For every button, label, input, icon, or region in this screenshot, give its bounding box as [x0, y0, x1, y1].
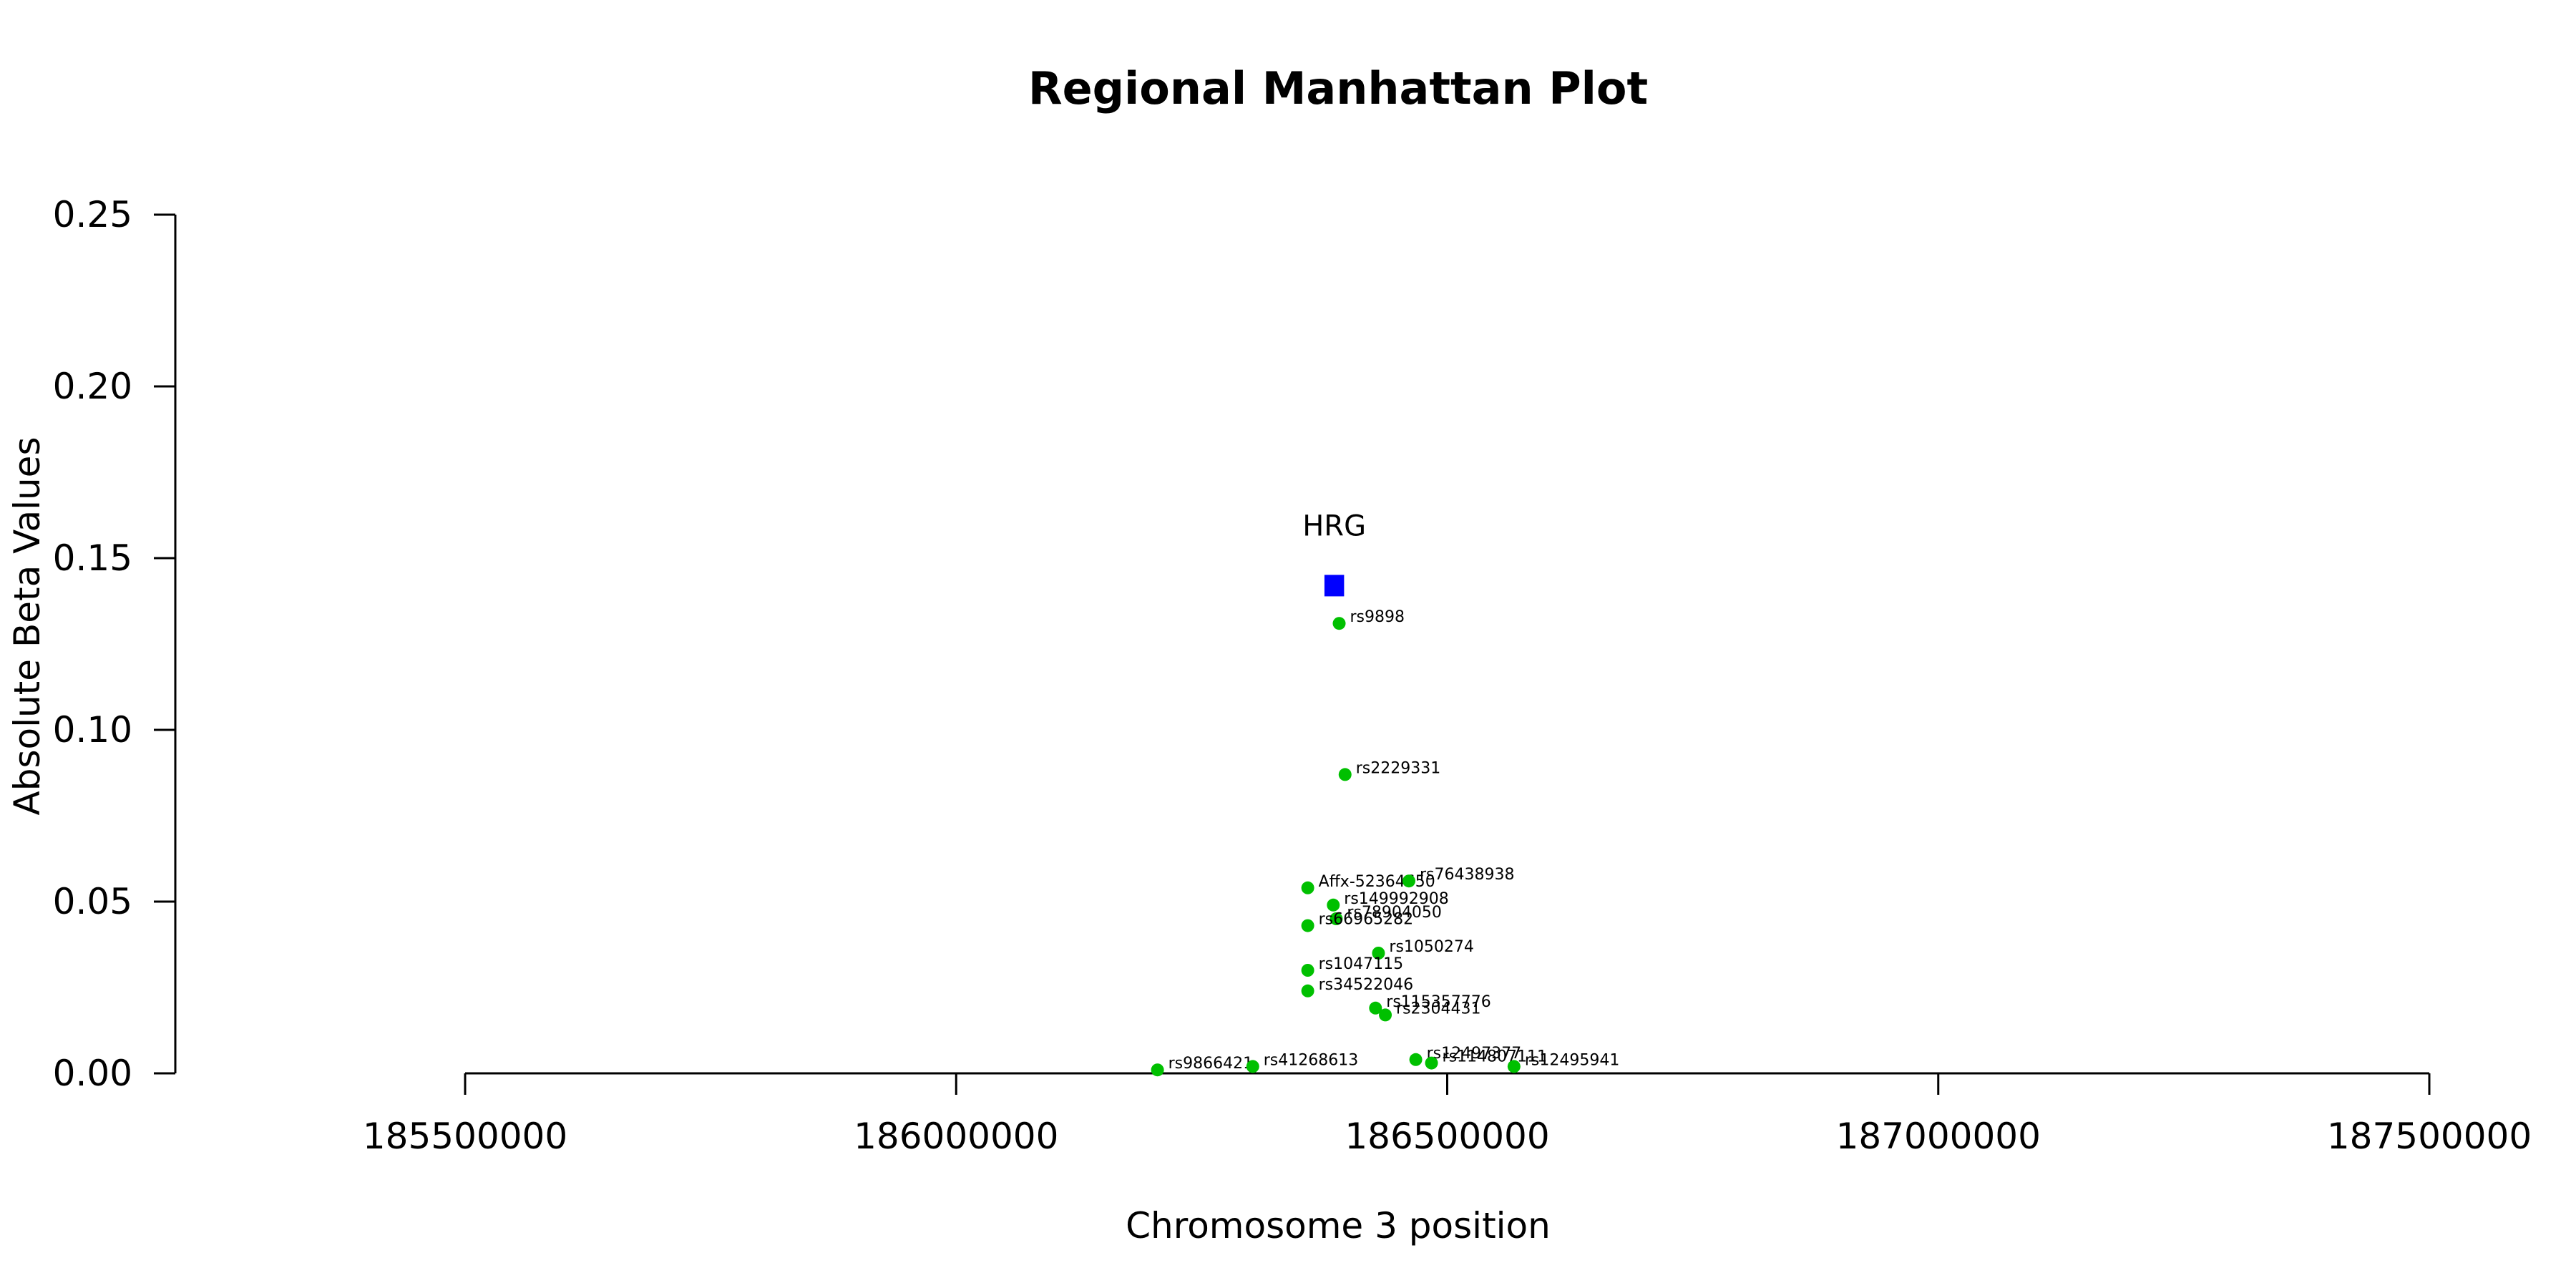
- snp-label: rs12497377: [1427, 1045, 1521, 1063]
- snp-label: Affx-52364650: [1319, 873, 1435, 891]
- snp-label: rs9866421: [1169, 1055, 1254, 1073]
- x-axis: 185500000 186000000 186500000 187000000 1875…: [363, 1072, 2532, 1157]
- snp-point: [1402, 874, 1415, 888]
- snp-label: rs66965282: [1319, 911, 1413, 929]
- snp-point: [1301, 919, 1314, 932]
- y-tick-label: 0.00: [53, 1053, 132, 1094]
- snp-label: rs78904050: [1347, 904, 1441, 922]
- snp-label: rs2304431: [1396, 1000, 1481, 1018]
- snp-point: [1301, 984, 1314, 997]
- y-tick-label: 0.25: [53, 194, 132, 235]
- snp-point: [1369, 1001, 1382, 1015]
- snp-point: [1409, 1053, 1423, 1066]
- chart-title: Regional Manhattan Plot: [1028, 62, 1648, 114]
- snp-point: [1151, 1063, 1164, 1077]
- snp-label: rs114807111: [1443, 1048, 1547, 1066]
- y-tick-label: 0.10: [53, 709, 132, 751]
- snp-point: [1379, 1008, 1392, 1022]
- snp-label: rs76438938: [1420, 866, 1514, 884]
- gene-label: HRG: [1302, 509, 1366, 542]
- snp-label: rs9898: [1350, 608, 1405, 626]
- snp-point: [1327, 898, 1340, 912]
- y-axis: 0.00 0.05 0.10 0.15 0.20 0.25: [53, 194, 177, 1094]
- snp-label: rs1050274: [1389, 938, 1474, 956]
- snp-point: [1425, 1056, 1438, 1070]
- snp-point: [1330, 912, 1343, 925]
- snp-label: rs34522046: [1319, 976, 1413, 994]
- snp-label: rs149992908: [1344, 890, 1448, 908]
- snp-point: [1338, 768, 1352, 781]
- snp-point: [1372, 947, 1385, 960]
- x-tick-label: 185500000: [363, 1116, 567, 1157]
- snp-label: rs41268613: [1264, 1051, 1358, 1069]
- gene-layer: HRG: [1302, 509, 1366, 597]
- y-axis-label: Absolute Beta Values: [6, 437, 48, 816]
- snp-label: rs1047115: [1319, 955, 1404, 973]
- snp-point: [1301, 964, 1314, 977]
- x-tick-label: 187000000: [1836, 1116, 2041, 1157]
- snp-point: [1246, 1060, 1259, 1073]
- snp-label: rs2229331: [1356, 759, 1441, 777]
- x-tick-label: 186000000: [854, 1116, 1058, 1157]
- y-tick-label: 0.05: [53, 881, 132, 922]
- x-tick-label: 187500000: [2327, 1116, 2532, 1157]
- snp-point: [1332, 617, 1346, 630]
- snp-label: rs12495941: [1525, 1051, 1619, 1069]
- snp-point: [1301, 881, 1314, 894]
- snp-point: [1507, 1060, 1521, 1073]
- gene-marker: [1324, 575, 1345, 597]
- y-tick-label: 0.15: [53, 537, 132, 579]
- y-tick-label: 0.20: [53, 366, 132, 407]
- snp-label: rs115357776: [1386, 993, 1491, 1011]
- x-tick-label: 186500000: [1345, 1116, 1549, 1157]
- x-axis-label: Chromosome 3 position: [1126, 1205, 1551, 1246]
